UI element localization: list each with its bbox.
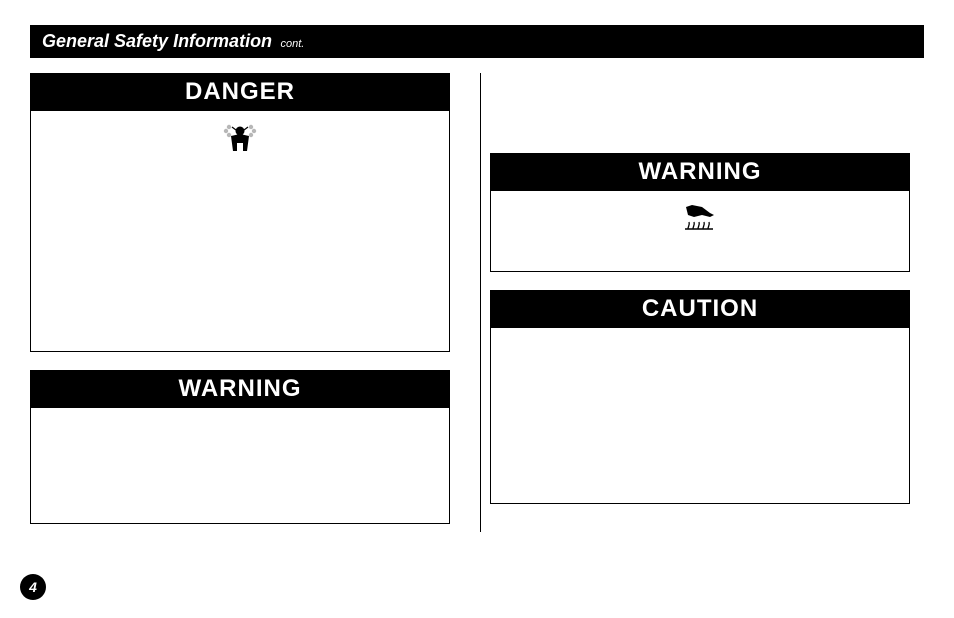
caution-body (491, 328, 909, 503)
warning-right-header: WARNING (491, 154, 909, 191)
caution-header: CAUTION (491, 291, 909, 328)
left-column: DANGER (30, 73, 470, 542)
toxic-inhalation-icon (220, 121, 260, 160)
section-header-bar: General Safety Information cont. (30, 25, 924, 58)
page-number: 4 (20, 574, 46, 600)
danger-body (31, 111, 449, 351)
warning-box-right: WARNING (490, 153, 910, 272)
column-divider (480, 73, 481, 532)
hot-surface-icon (680, 201, 720, 236)
caution-box: CAUTION (490, 290, 910, 504)
warning-left-header: WARNING (31, 371, 449, 408)
section-continued: cont. (281, 38, 305, 50)
warning-right-body (491, 191, 909, 271)
danger-box: DANGER (30, 73, 450, 352)
section-title: General Safety Information (42, 31, 272, 51)
warning-box-left: WARNING (30, 370, 450, 524)
right-column: WARNING (470, 73, 910, 542)
warning-left-body (31, 408, 449, 523)
danger-header: DANGER (31, 74, 449, 111)
content-columns: DANGER (30, 73, 924, 542)
